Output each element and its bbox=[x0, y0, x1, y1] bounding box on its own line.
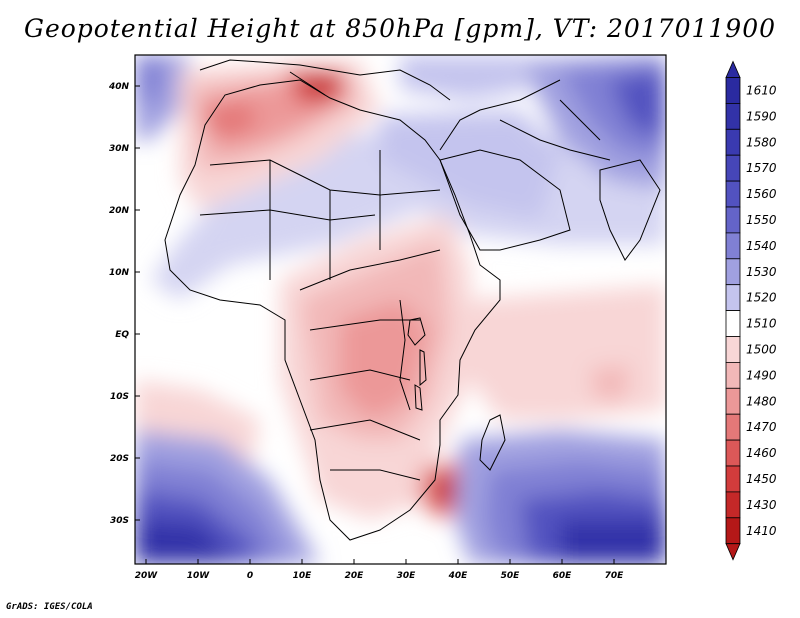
height-field bbox=[135, 55, 666, 564]
colorbar-swatch bbox=[725, 491, 741, 519]
lat-tick-label: 10N bbox=[109, 268, 130, 278]
colorbar-level-label: 1510 bbox=[746, 317, 777, 331]
colorbar-bottom-arrow bbox=[725, 543, 741, 561]
colorbar-swatch bbox=[725, 439, 741, 467]
lon-tick-label: 70E bbox=[605, 571, 625, 581]
lon-tick-label: 0 bbox=[247, 571, 253, 581]
colorbar-swatch bbox=[725, 387, 741, 415]
colorbar-swatch bbox=[725, 361, 741, 389]
colorbar-swatch bbox=[725, 465, 741, 493]
colorbar-level-label: 1550 bbox=[746, 213, 777, 227]
latitude-axis: 40N 30N 20N 10N EQ 10S 20S 30S bbox=[108, 82, 140, 526]
colorbar-level-label: 1540 bbox=[746, 239, 777, 253]
colorbar-swatch bbox=[725, 413, 741, 441]
lon-tick-label: 20W bbox=[135, 571, 159, 581]
lat-tick-label: 10S bbox=[110, 392, 129, 402]
colorbar-swatch bbox=[725, 310, 741, 337]
lat-tick-label: 30S bbox=[110, 516, 129, 526]
lon-tick-label: 10W bbox=[187, 571, 211, 581]
lon-tick-label: 60E bbox=[553, 571, 573, 581]
lon-tick-label: 20E bbox=[345, 571, 365, 581]
colorbar-level-label: 1530 bbox=[746, 265, 777, 279]
colorbar-level-label: 1560 bbox=[746, 187, 777, 201]
lon-tick-label: 30E bbox=[397, 571, 417, 581]
colorbar-level-label: 1570 bbox=[746, 161, 777, 175]
plot-frame bbox=[134, 54, 667, 565]
colorbar-level-label: 1520 bbox=[746, 291, 777, 305]
lat-tick-label: EQ bbox=[115, 330, 129, 340]
colorbar-level-label: 1460 bbox=[746, 446, 777, 460]
lat-tick-label: 20N bbox=[109, 206, 130, 216]
colorbar-level-label: 1480 bbox=[746, 394, 777, 408]
colorbar-level-label: 1610 bbox=[746, 83, 777, 97]
lon-tick-label: 10E bbox=[293, 571, 313, 581]
colorbar-level-label: 1470 bbox=[746, 420, 777, 434]
colorbar-swatch bbox=[725, 336, 741, 363]
colorbar-level-label: 1500 bbox=[746, 342, 777, 356]
colorbar-level-label: 1490 bbox=[746, 368, 777, 382]
map-title: Geopotential Height at 850hPa [gpm], VT:… bbox=[23, 14, 777, 43]
coastlines bbox=[164, 59, 661, 541]
colorbar-swatch bbox=[725, 284, 741, 312]
colorbar-swatch bbox=[725, 180, 741, 208]
lon-tick-label: 40E bbox=[448, 571, 469, 581]
colorbar-level-label: 1430 bbox=[746, 498, 777, 512]
colorbar-swatch bbox=[725, 206, 741, 234]
colorbar-level-label: 1450 bbox=[746, 472, 777, 486]
colorbar-swatch bbox=[725, 517, 741, 545]
lat-tick-label: 20S bbox=[110, 454, 129, 464]
colorbar-swatch bbox=[725, 232, 741, 260]
lat-tick-label: 30N bbox=[109, 144, 130, 154]
lon-tick-label: 50E bbox=[501, 571, 521, 581]
colorbar-swatch bbox=[725, 258, 741, 286]
longitude-axis: 20W 10W 0 10E 20E 30E 40E 50E 60E 70E bbox=[135, 559, 624, 581]
lat-tick-label: 40N bbox=[108, 82, 130, 92]
grads-credit: GrADS: IGES/COLA bbox=[6, 602, 93, 612]
colorbar: 1610 1590 1580 1570 1560 1550 1540 1530 1520 1510… bbox=[725, 60, 777, 561]
colorbar-top-arrow bbox=[725, 60, 741, 78]
colorbar-swatch bbox=[725, 128, 741, 156]
colorbar-level-label: 1590 bbox=[746, 109, 777, 123]
colorbar-swatch bbox=[725, 77, 741, 104]
colorbar-level-label: 1410 bbox=[746, 524, 777, 538]
colorbar-swatch bbox=[725, 154, 741, 182]
colorbar-swatch bbox=[725, 103, 741, 130]
colorbar-level-label: 1580 bbox=[746, 135, 777, 149]
